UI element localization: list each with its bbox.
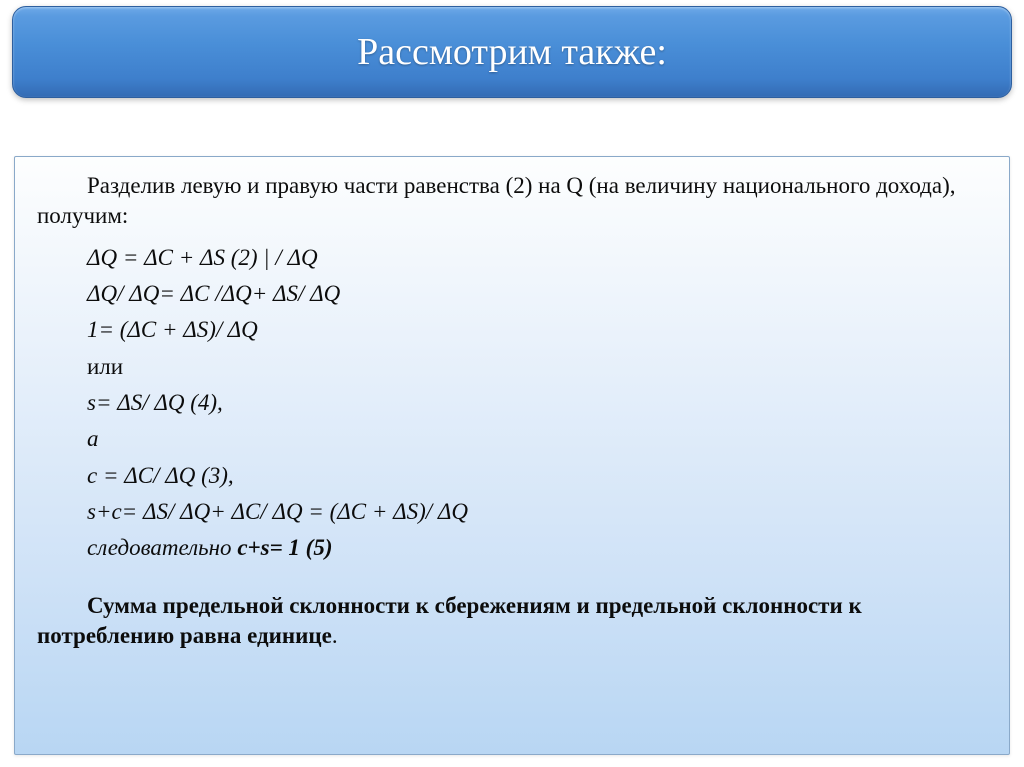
consequently-bold: c+s= 1 (5) <box>237 535 332 560</box>
consequently-line: следовательно c+s= 1 (5) <box>87 530 987 566</box>
conclusion-text: Сумма предельной склонности к сбережения… <box>37 593 862 648</box>
equation-line: s+c= ΔS/ ΔQ+ ΔC/ ΔQ = (ΔC + ΔS)/ ΔQ <box>87 494 987 530</box>
conclusion-paragraph: Сумма предельной склонности к сбережения… <box>37 591 987 652</box>
equation-line: s= ΔS/ ΔQ (4), <box>87 385 987 421</box>
intro-paragraph: Разделив левую и правую части равенства … <box>37 171 987 232</box>
title-text: Рассмотрим также: <box>357 30 667 74</box>
equation-line: 1= (ΔC + ΔS)/ ΔQ <box>87 312 987 348</box>
equation-line: с = ΔC/ ΔQ (3), <box>87 458 987 494</box>
consequently-prefix: следовательно <box>87 535 237 560</box>
title-banner: Рассмотрим также: <box>12 6 1012 98</box>
conclusion-suffix: . <box>332 623 338 648</box>
equation-block: ΔQ = ΔC + ΔS (2) | / ΔQ ΔQ/ ΔQ= ΔC /ΔQ+ … <box>37 240 987 567</box>
equation-line: а <box>87 421 987 457</box>
slide: Рассмотрим также: Разделив левую и праву… <box>0 0 1024 767</box>
equation-line: ΔQ = ΔC + ΔS (2) | / ΔQ <box>87 240 987 276</box>
equation-line: ΔQ/ ΔQ= ΔC /ΔQ+ ΔS/ ΔQ <box>87 276 987 312</box>
equation-line: или <box>87 349 987 385</box>
content-panel: Разделив левую и правую части равенства … <box>14 156 1010 755</box>
